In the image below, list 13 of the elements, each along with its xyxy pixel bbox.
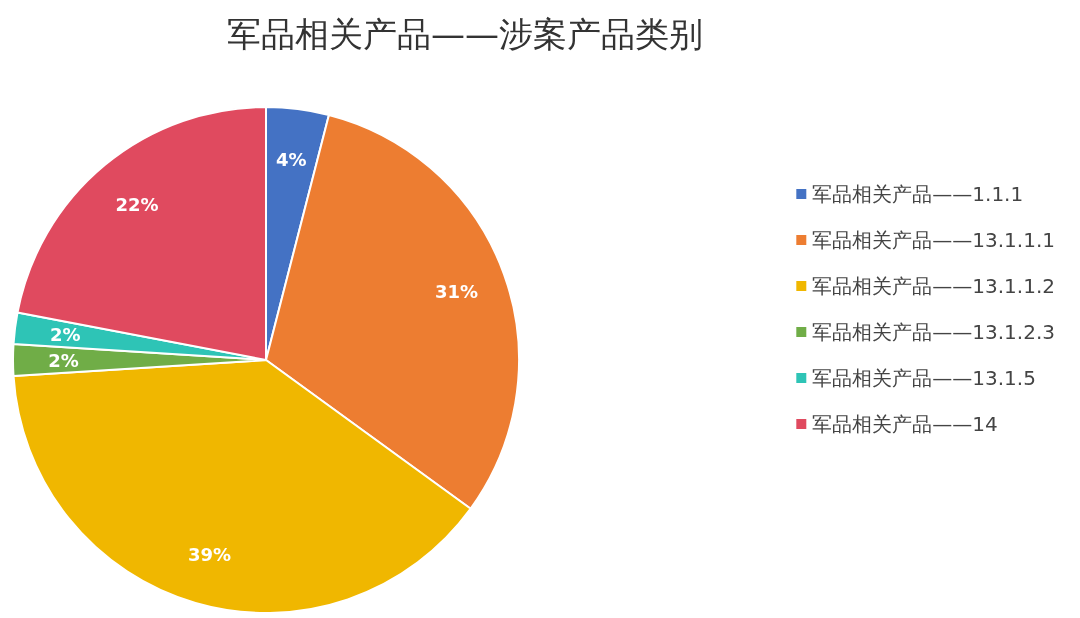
data-label: 4% xyxy=(276,148,307,170)
legend-label: 军品相关产品——1.1.1 xyxy=(812,182,1024,206)
legend-label: 军品相关产品——13.1.5 xyxy=(812,366,1036,390)
data-label: 39% xyxy=(187,543,232,565)
chart-title: 军品相关产品——涉案产品类别 xyxy=(227,14,703,54)
data-label: 31% xyxy=(434,280,478,302)
data-label: 2% xyxy=(49,324,81,346)
legend-label: 军品相关产品——13.1.1.1 xyxy=(812,228,1056,252)
legend-label: 军品相关产品——13.1.2.3 xyxy=(812,320,1056,344)
data-label: 22% xyxy=(115,193,159,215)
legend-label: 军品相关产品——14 xyxy=(812,412,998,436)
data-label: 2% xyxy=(48,349,79,371)
legend-label: 军品相关产品——13.1.1.2 xyxy=(812,274,1056,298)
